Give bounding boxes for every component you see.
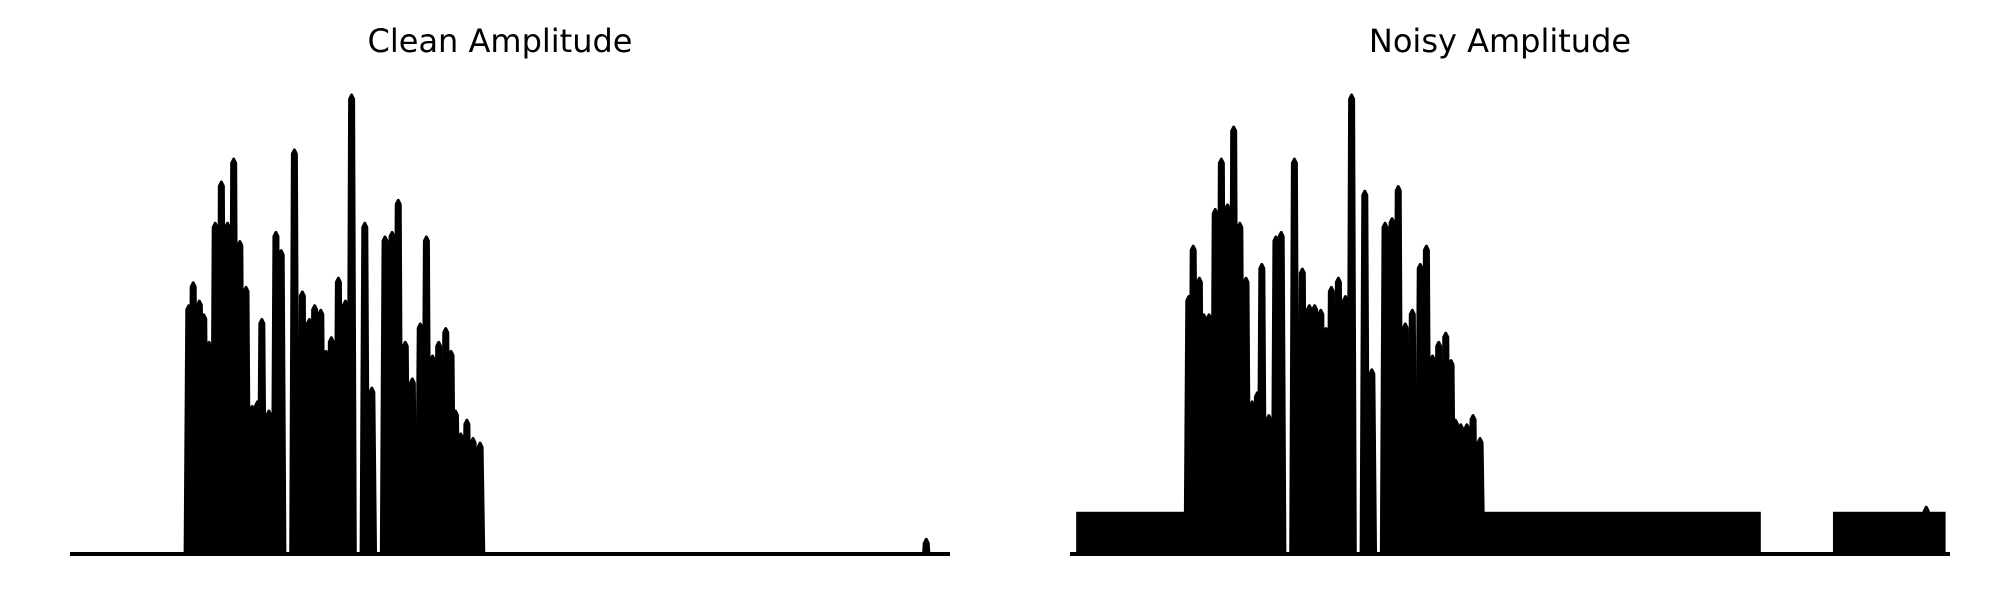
- amplitude-fill: [1199, 422, 1204, 554]
- amplitude-fill: [432, 444, 439, 554]
- amplitude-fill: [455, 487, 461, 554]
- amplitude-fill: [188, 416, 194, 554]
- amplitude-fill: [215, 371, 222, 554]
- amplitude-fill: [326, 442, 332, 554]
- amplitude-fill: [193, 414, 200, 554]
- amplitude-fill: [1326, 429, 1332, 554]
- amplitude-fill: [1294, 396, 1303, 554]
- amplitude-fill: [1432, 444, 1439, 554]
- amplitude-fill: [1426, 444, 1433, 554]
- amplitude-fill: [1221, 361, 1228, 554]
- amplitude-fill: [1364, 452, 1372, 554]
- amplitude-fill: [385, 379, 393, 554]
- amplitude-fill: [1257, 464, 1262, 554]
- amplitude-fill: [473, 492, 481, 554]
- amplitude-fill: [345, 414, 352, 554]
- amplitude-fill: [1405, 427, 1413, 554]
- amplitude-fill: [1239, 401, 1246, 554]
- amplitude-fill: [1215, 364, 1222, 554]
- noise-floor-segment: [1076, 511, 1189, 555]
- amplitude-fill: [438, 437, 446, 554]
- amplitude-fill: [1246, 469, 1253, 554]
- amplitude-fill: [1466, 482, 1474, 554]
- amplitude-fill: [1345, 411, 1352, 554]
- amplitude-fill: [1252, 469, 1258, 554]
- amplitude-fill: [1385, 371, 1393, 554]
- amplitude-fill: [233, 381, 240, 554]
- amplitude-fill: [451, 474, 456, 554]
- amplitude-fill: [466, 490, 474, 554]
- amplitude-fill: [209, 437, 216, 554]
- chart-title: Clean Amplitude: [367, 22, 633, 60]
- amplitude-fill: [246, 472, 253, 554]
- amplitude-fill: [1188, 411, 1194, 554]
- amplitude-fill: [294, 409, 303, 554]
- amplitude-fill: [420, 427, 427, 554]
- amplitude-fill: [302, 424, 310, 554]
- amplitude-fill: [1261, 477, 1269, 554]
- amplitude-fill: [1309, 416, 1315, 554]
- amplitude-fill: [203, 437, 210, 554]
- amplitude-fill: [1302, 416, 1310, 554]
- amplitude-fill: [412, 457, 421, 554]
- amplitude-fill: [1275, 379, 1282, 554]
- noisy-amplitude-panel: Noisy Amplitude: [1000, 0, 2000, 600]
- amplitude-fill: [338, 414, 346, 554]
- chart-title: Noisy Amplitude: [1368, 22, 1632, 60]
- amplitude-fill: [331, 434, 339, 554]
- amplitude-fill: [314, 419, 321, 554]
- amplitude-fill: [1338, 411, 1346, 554]
- amplitude-fill: [268, 474, 276, 554]
- noisy-amplitude-plot: [1070, 93, 1950, 556]
- amplitude-fill: [460, 487, 467, 554]
- amplitude-fill: [257, 469, 262, 554]
- amplitude-fill: [227, 371, 234, 554]
- amplitude-fill: [309, 424, 315, 554]
- amplitude-fill: [392, 376, 399, 554]
- noise-floor-segment: [1480, 511, 1761, 555]
- amplitude-fill: [1460, 482, 1467, 554]
- amplitude-fill: [239, 406, 246, 554]
- amplitude-fill: [1445, 447, 1452, 554]
- amplitude-fill: [1392, 369, 1399, 554]
- amplitude-fill: [252, 472, 258, 554]
- amplitude-fill: [275, 386, 282, 554]
- amplitude-fill: [398, 437, 406, 554]
- amplitude-fill: [1398, 427, 1406, 554]
- amplitude-fill: [1227, 361, 1234, 554]
- clean-amplitude-plot: [70, 93, 950, 556]
- amplitude-peak: [922, 537, 931, 556]
- amplitude-fill: [1320, 429, 1327, 554]
- amplitude-fill: [261, 474, 269, 554]
- amplitude-fill: [364, 462, 372, 554]
- amplitude-fill: [1233, 371, 1240, 554]
- amplitude-fill: [445, 442, 452, 554]
- amplitude-fill: [1420, 394, 1427, 554]
- amplitude-fill: [1209, 422, 1216, 554]
- amplitude-fill: [1412, 419, 1421, 554]
- amplitude-fill: [199, 422, 204, 554]
- amplitude-fill: [426, 444, 433, 554]
- clean-amplitude-panel: Clean Amplitude: [70, 22, 950, 556]
- amplitude-fill: [320, 442, 327, 554]
- amplitude-fill: [1268, 477, 1276, 554]
- amplitude-fill: [221, 371, 228, 554]
- amplitude-fill: [1451, 479, 1456, 554]
- amplitude-fill: [1331, 406, 1339, 554]
- amplitude-fill: [1473, 490, 1481, 554]
- amplitude-fill: [1438, 437, 1446, 554]
- amplitude-fill: [1203, 422, 1210, 554]
- amplitude-fill: [1193, 401, 1200, 554]
- amplitude-fill: [405, 457, 413, 554]
- amplitude-peak: [1921, 505, 1932, 556]
- amplitude-fill: [1455, 482, 1461, 554]
- amplitude-fill: [1314, 419, 1321, 554]
